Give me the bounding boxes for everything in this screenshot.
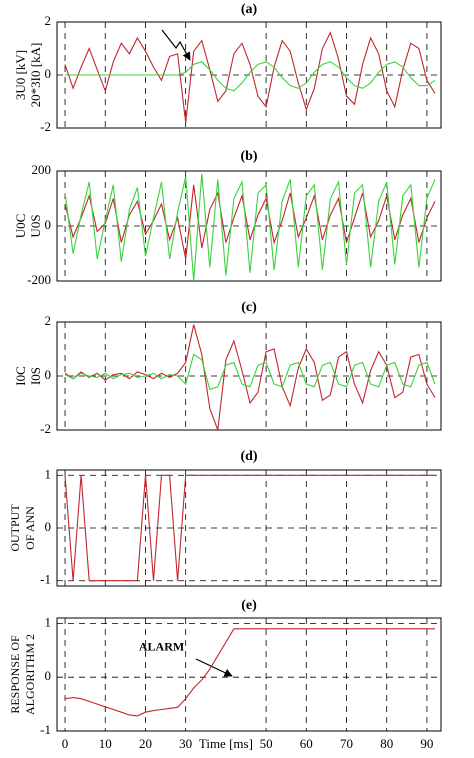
y-axis-label: OF ANN xyxy=(23,506,37,550)
x-axis-label: Time [ms] xyxy=(199,736,253,751)
y-tick-label: 0 xyxy=(45,668,52,683)
plot-frame xyxy=(56,617,442,732)
series-label: U0S xyxy=(28,214,43,237)
y-tick-label: -1 xyxy=(40,722,51,737)
y-tick-label: 2 xyxy=(45,313,52,328)
y-tick-label: 0 xyxy=(45,217,52,232)
series-line xyxy=(64,184,436,260)
x-tick-label: 60 xyxy=(300,736,313,751)
series-label: U0C xyxy=(13,214,28,239)
series-label: 20*3I0 [kA] xyxy=(28,43,43,108)
annotation: ALARM xyxy=(139,639,184,653)
x-tick-label: 90 xyxy=(420,736,433,751)
y-axis-label: OUTPUT xyxy=(8,504,22,552)
series-label: I0C xyxy=(13,366,28,386)
series-line xyxy=(64,173,436,282)
y-tick-label: 0 xyxy=(45,519,52,534)
x-tick-label: 80 xyxy=(380,736,393,751)
y-tick-label: -2 xyxy=(40,421,51,436)
x-tick-label: 20 xyxy=(139,736,152,751)
x-tick-label: 10 xyxy=(99,736,112,751)
x-tick-label: 0 xyxy=(62,736,69,751)
y-axis-label: ALGORITHM 2 xyxy=(23,634,37,715)
series-line xyxy=(64,31,436,123)
series-label: I0S xyxy=(28,367,43,385)
series-line xyxy=(64,628,435,717)
series-line xyxy=(64,474,435,582)
alarm-arrow xyxy=(195,658,233,677)
x-tick-label: 50 xyxy=(260,736,273,751)
y-tick-label: -1 xyxy=(40,572,51,587)
y-axis-label: RESPONSE OF xyxy=(8,635,22,714)
series-line xyxy=(64,324,436,431)
series-label: 3U0 [kV] xyxy=(13,50,28,100)
y-tick-label: -200 xyxy=(27,272,51,287)
x-tick-label: 70 xyxy=(340,736,353,751)
panel-title: (a) xyxy=(241,2,258,17)
series-line xyxy=(64,353,436,391)
y-tick-label: 1 xyxy=(45,466,52,481)
y-tick-label: 0 xyxy=(45,367,52,382)
panel-title: (c) xyxy=(241,300,257,315)
panel-title: (d) xyxy=(240,449,257,464)
y-tick-label: 0 xyxy=(45,66,52,81)
y-tick-label: 2 xyxy=(45,13,52,28)
y-tick-label: 1 xyxy=(45,614,52,629)
x-tick-label: 30 xyxy=(179,736,192,751)
panel-title: (e) xyxy=(241,598,257,613)
y-tick-label: -2 xyxy=(40,119,51,134)
fault-arrow xyxy=(161,29,191,61)
series-line xyxy=(65,61,436,92)
y-tick-label: 200 xyxy=(32,162,52,177)
panel-title: (b) xyxy=(240,149,257,164)
